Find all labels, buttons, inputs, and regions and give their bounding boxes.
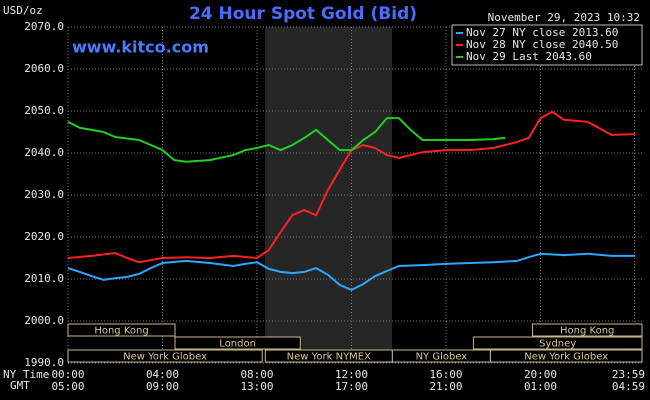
session-label: London xyxy=(219,339,256,350)
y-tick-label: 2030.0 xyxy=(24,188,64,201)
x-tick-label: 20:00 xyxy=(524,368,557,381)
y-tick-label: 2020.0 xyxy=(24,230,64,243)
session-bar xyxy=(531,323,643,337)
gmt-tick-label: 09:00 xyxy=(146,380,179,393)
session-bar xyxy=(67,349,263,363)
gmt-tick-label: 05:00 xyxy=(51,380,84,393)
session-label: NY Globex xyxy=(416,352,468,363)
legend-label: Nov 28 NY close 2040.50 xyxy=(466,38,618,51)
y-tick-label: 2040.0 xyxy=(24,146,64,159)
session-label: New York Globex xyxy=(123,352,207,363)
x-tick-label: 12:00 xyxy=(335,368,368,381)
nymex-shade xyxy=(265,27,392,363)
y-tick-label: 2050.0 xyxy=(24,104,64,117)
price-line xyxy=(67,252,635,292)
session-bar xyxy=(174,336,301,350)
x-axis-label: NY Time xyxy=(3,368,49,381)
x-tick-label: 23:59 xyxy=(612,368,645,381)
y-tick-label: 2070.0 xyxy=(24,20,64,33)
x2-axis-label: GMT xyxy=(10,379,30,392)
y-tick-label: 1990.0 xyxy=(24,356,64,369)
session-label: Sydney xyxy=(539,339,576,350)
y-tick-label: 2010.0 xyxy=(24,272,64,285)
session-label: New York NYMEX xyxy=(287,352,372,363)
legend-label: Nov 29 Last 2043.60 xyxy=(466,50,592,63)
price-line xyxy=(67,110,636,264)
session-label: Hong Kong xyxy=(94,326,148,337)
session-bar xyxy=(67,323,176,337)
y-tick-label: 2000.0 xyxy=(24,314,64,327)
y-axis-label: USD/oz xyxy=(3,4,43,17)
gmt-tick-label: 01:00 xyxy=(524,380,557,393)
price-line xyxy=(67,117,506,163)
gmt-tick-label: 13:00 xyxy=(240,380,273,393)
gmt-tick-label: 17:00 xyxy=(335,380,368,393)
gmt-tick-label: 21:00 xyxy=(429,380,462,393)
grid xyxy=(67,26,642,364)
x-tick-label: 08:00 xyxy=(240,368,273,381)
sessions: Hong Kong Hong Kong London Sydney New York G… xyxy=(67,323,643,363)
x-tick-label: 00:00 xyxy=(51,368,84,381)
session-label: Hong Kong xyxy=(560,326,614,337)
session-label: New York Globex xyxy=(524,352,608,363)
axes: 1990.0 2000.0 2010.0 2020.0 2030.0 2040.0 2050… xyxy=(24,20,645,393)
y-tick-label: 2060.0 xyxy=(24,62,64,75)
gmt-tick-label: 04:59 xyxy=(612,380,645,393)
legend-label: Nov 27 NY close 2013.60 xyxy=(466,26,618,39)
subtitle: www.kitco.com xyxy=(72,38,209,57)
session-bar xyxy=(489,349,643,363)
chart-title: 24 Hour Spot Gold (Bid) xyxy=(189,4,417,24)
x-tick-label: 16:00 xyxy=(429,368,462,381)
legend-box xyxy=(451,24,643,66)
x-tick-label: 04:00 xyxy=(146,368,179,381)
lines xyxy=(67,110,636,292)
timestamp: November 29, 2023 10:32 xyxy=(488,11,640,24)
session-bar xyxy=(472,336,643,350)
